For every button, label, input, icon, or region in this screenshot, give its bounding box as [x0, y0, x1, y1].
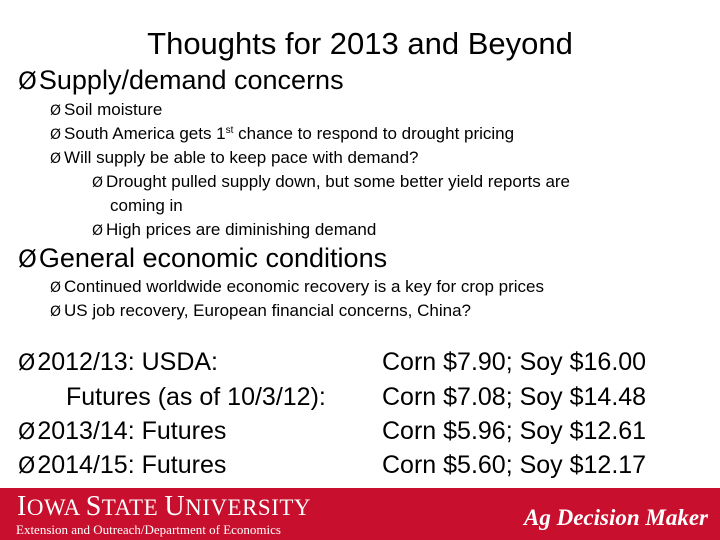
department-name: Extension and Outreach/Department of Eco… [16, 522, 281, 537]
price-label: 2014/15: Futures [37, 451, 227, 479]
bullet-south-america: Ø South America gets 1st chance to respon… [50, 123, 514, 146]
price-value: Corn $7.90; Soy $16.00 [382, 348, 647, 376]
bullet-drought-continued: coming in [110, 196, 183, 215]
arrow-bullet-icon: Ø [92, 223, 104, 239]
bullet-text: Supply/demand concerns [38, 65, 344, 95]
price-value: Corn $5.60; Soy $12.17 [382, 451, 647, 479]
arrow-bullet-icon: Ø [50, 127, 62, 143]
price-label: 2013/14: Futures [37, 417, 227, 445]
bullet-text: Soil moisture [64, 100, 163, 119]
price-label: 2012/13: USDA: [37, 348, 218, 376]
arrow-bullet-icon: Ø [50, 304, 62, 320]
price-value: Corn $5.96; Soy $12.61 [382, 417, 647, 445]
arrow-bullet-icon: Ø [18, 454, 36, 479]
bullet-high-prices: Ø High prices are diminishing demand [92, 219, 376, 242]
bullet-soil-moisture: Ø Soil moisture [50, 99, 162, 122]
bullet-text: chance to respond to drought pricing [233, 124, 515, 143]
bullet-drought: Ø Drought pulled supply down, but some be… [92, 171, 570, 194]
arrow-bullet-icon: Ø [18, 420, 36, 445]
bullet-text: Will supply be able to keep pace with de… [64, 148, 419, 167]
arrow-bullet-icon: Ø [18, 351, 36, 376]
bullet-text: Drought pulled supply down, but some bet… [106, 172, 571, 191]
price-value: Corn $7.08; Soy $14.48 [382, 383, 647, 411]
bullet-text: General economic conditions [38, 243, 388, 273]
footer-bar: IOWA STATE UNIVERSITY Extension and Outr… [0, 488, 720, 540]
bullet-text: US job recovery, European financial conc… [64, 301, 471, 320]
arrow-bullet-icon: Ø [50, 151, 62, 167]
superscript-st: st [225, 125, 234, 136]
slide-title: Thoughts for 2013 and Beyond [147, 26, 573, 61]
ag-decision-maker-logo: Ag Decision Maker [524, 505, 708, 530]
bullet-text: High prices are diminishing demand [106, 220, 377, 239]
arrow-bullet-icon: Ø [50, 103, 62, 119]
arrow-bullet-icon: Ø [18, 245, 37, 273]
university-logo: IOWA STATE UNIVERSITY [17, 491, 312, 522]
bullet-text: South America gets 1 [64, 124, 226, 143]
arrow-bullet-icon: Ø [92, 175, 104, 191]
bullet-worldwide-recovery: Ø Continued worldwide economic recovery i… [50, 276, 544, 299]
bullet-supply-demand: ØSupply/demand concerns [18, 64, 344, 97]
bullet-text: Continued worldwide economic recovery is… [64, 277, 545, 296]
arrow-bullet-icon: Ø [18, 67, 37, 95]
bullet-supply-pace: Ø Will supply be able to keep pace with d… [50, 147, 418, 170]
bullet-economic-conditions: ØGeneral economic conditions [18, 242, 387, 275]
arrow-bullet-icon: Ø [50, 280, 62, 296]
bullet-us-job-recovery: Ø US job recovery, European financial con… [50, 300, 471, 323]
price-label: Futures (as of 10/3/12): [66, 383, 326, 411]
